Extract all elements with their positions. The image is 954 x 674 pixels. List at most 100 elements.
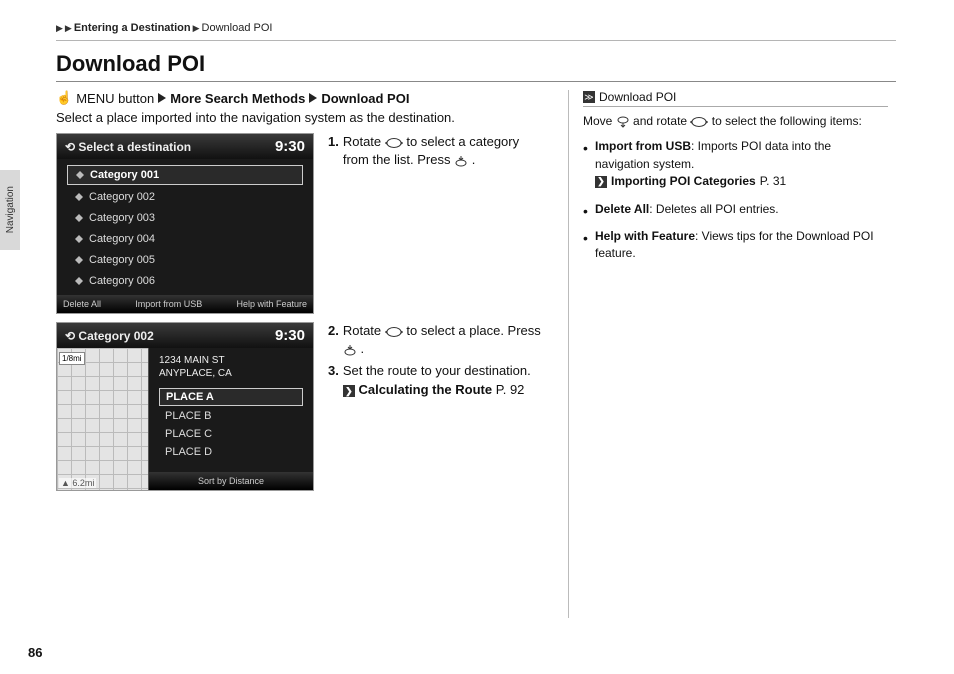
move-knob-icon: [616, 115, 630, 129]
list-item: Category 004: [67, 230, 303, 248]
rotate-knob-icon: [385, 137, 403, 149]
step-num: 1.: [328, 133, 339, 169]
side-heading-text: Download POI: [599, 90, 676, 104]
xref-page: P. 92: [496, 382, 525, 397]
foot-btn: Import from USB: [135, 299, 202, 309]
list-label: PLACE C: [165, 428, 212, 440]
clock: 9:30: [275, 327, 305, 344]
foot-btn: Help with Feature: [236, 299, 307, 309]
pin-icon: [75, 193, 83, 201]
t: .: [360, 341, 364, 356]
list-item: PLACE C: [159, 426, 303, 442]
chevron-icon: ▶: [193, 23, 200, 34]
side-bullet: Delete All: Deletes all POI entries.: [583, 201, 888, 218]
list-label: PLACE B: [165, 410, 211, 422]
screen-title: Category 002: [78, 329, 153, 343]
list-item: PLACE A: [159, 388, 303, 406]
category-list: Category 001 Category 002 Category 003 C…: [57, 159, 313, 295]
menu-prefix: MENU button: [76, 91, 154, 106]
t: to select a place. Press: [406, 323, 540, 338]
place-panel: 1234 MAIN ST ANYPLACE, CA PLACE A PLACE …: [149, 348, 313, 490]
breadcrumb-seg: Download POI: [202, 22, 273, 34]
back-icon: ⟲: [65, 329, 75, 343]
page-content: ▶ ▶ Entering a Destination ▶ Download PO…: [56, 22, 896, 618]
rotate-knob-icon: [385, 326, 403, 338]
screen-header: ⟲ Category 002 9:30: [57, 323, 313, 348]
finger-icon: ☝: [56, 90, 72, 106]
chevron-icon: ▶: [65, 23, 72, 34]
list-label: Category 003: [89, 212, 155, 224]
step-text: Rotate to select a category from the lis…: [343, 133, 546, 169]
list-item: Category 005: [67, 251, 303, 269]
map-grid: [57, 348, 148, 490]
step: 3. Set the route to your destination. ❯ …: [328, 362, 546, 398]
t: .: [472, 152, 476, 167]
t: Calculating the Route: [358, 382, 492, 397]
t: and rotate: [633, 114, 690, 128]
step-block: 2. Rotate to select a place. Press . 3.: [328, 322, 546, 491]
list-label: PLACE A: [166, 391, 214, 403]
t: Importing POI Categories: [611, 173, 756, 190]
list-label: Category 001: [90, 169, 159, 181]
list-item: Category 001: [67, 165, 303, 185]
breadcrumb-seg: Entering a Destination: [74, 22, 191, 34]
addr-line: 1234 MAIN ST: [159, 354, 303, 367]
pin-icon: [75, 256, 83, 264]
step: 1. Rotate to select a category from the …: [328, 133, 546, 169]
side-body: Move and rotate to select the following …: [583, 113, 888, 263]
chevron-icon: ▶: [56, 23, 63, 34]
pin-icon: [75, 214, 83, 222]
page-title: Download POI: [56, 51, 896, 77]
t: Move: [583, 114, 616, 128]
map-scale: 1/8mi: [59, 352, 85, 365]
divider: [56, 81, 896, 82]
step: 2. Rotate to select a place. Press .: [328, 322, 546, 358]
screen-header: ⟲ Select a destination 9:30: [57, 134, 313, 159]
step-num: 3.: [328, 362, 339, 398]
screenshot-1: ⟲ Select a destination 9:30 Category 001…: [56, 133, 314, 314]
triangle-icon: [309, 93, 317, 103]
t: Rotate: [343, 323, 385, 338]
breadcrumb: ▶ ▶ Entering a Destination ▶ Download PO…: [56, 22, 896, 34]
pin-icon: [75, 235, 83, 243]
back-icon: ⟲: [65, 140, 75, 154]
list-label: Category 004: [89, 233, 155, 245]
menu-item: More Search Methods: [170, 91, 305, 106]
menu-path: ☝ MENU button More Search Methods Downlo…: [56, 90, 546, 106]
triangle-icon: [158, 93, 166, 103]
list-item: Category 006: [67, 272, 303, 290]
side-column: ≫ Download POI Move and rotate to select…: [568, 90, 888, 618]
pin-icon: [75, 277, 83, 285]
side-heading: ≫ Download POI: [583, 90, 888, 107]
t: 6.2mi: [72, 478, 94, 488]
step-num: 2.: [328, 322, 339, 358]
bullet-term: Help with Feature: [595, 229, 695, 243]
list-item: Category 002: [67, 188, 303, 206]
side-para: Move and rotate to select the following …: [583, 113, 888, 130]
menu-item: Download POI: [321, 91, 409, 106]
main-column: ☝ MENU button More Search Methods Downlo…: [56, 90, 546, 618]
t: Rotate: [343, 134, 385, 149]
xref-icon: ❯: [343, 385, 355, 397]
xref-page: P. 31: [760, 173, 786, 190]
divider: [56, 40, 896, 41]
press-knob-icon: [343, 344, 357, 356]
t: Set the route to your destination.: [343, 363, 531, 378]
screen-footer: Sort by Distance: [149, 472, 313, 490]
screenshot-2: ⟲ Category 002 9:30 1/8mi ▲ 6.2mi 1234 M…: [56, 322, 314, 491]
side-bullet: Help with Feature: Views tips for the Do…: [583, 228, 888, 263]
foot-btn: Delete All: [63, 299, 101, 309]
xref-icon: ❯: [595, 176, 607, 188]
foot-btn: Sort by Distance: [198, 476, 264, 486]
screen-footer: Delete All Import from USB Help with Fea…: [57, 295, 313, 313]
list-label: Category 006: [89, 275, 155, 287]
xref-icon: ≫: [583, 91, 595, 103]
pin-icon: [76, 171, 84, 179]
rotate-knob-icon: [690, 116, 708, 128]
list-label: Category 005: [89, 254, 155, 266]
list-label: Category 002: [89, 191, 155, 203]
intro-text: Select a place imported into the navigat…: [56, 110, 546, 125]
t: to select the following items:: [712, 114, 862, 128]
page-number: 86: [28, 645, 42, 660]
place-list: PLACE A PLACE B PLACE C PLACE D: [149, 386, 313, 472]
